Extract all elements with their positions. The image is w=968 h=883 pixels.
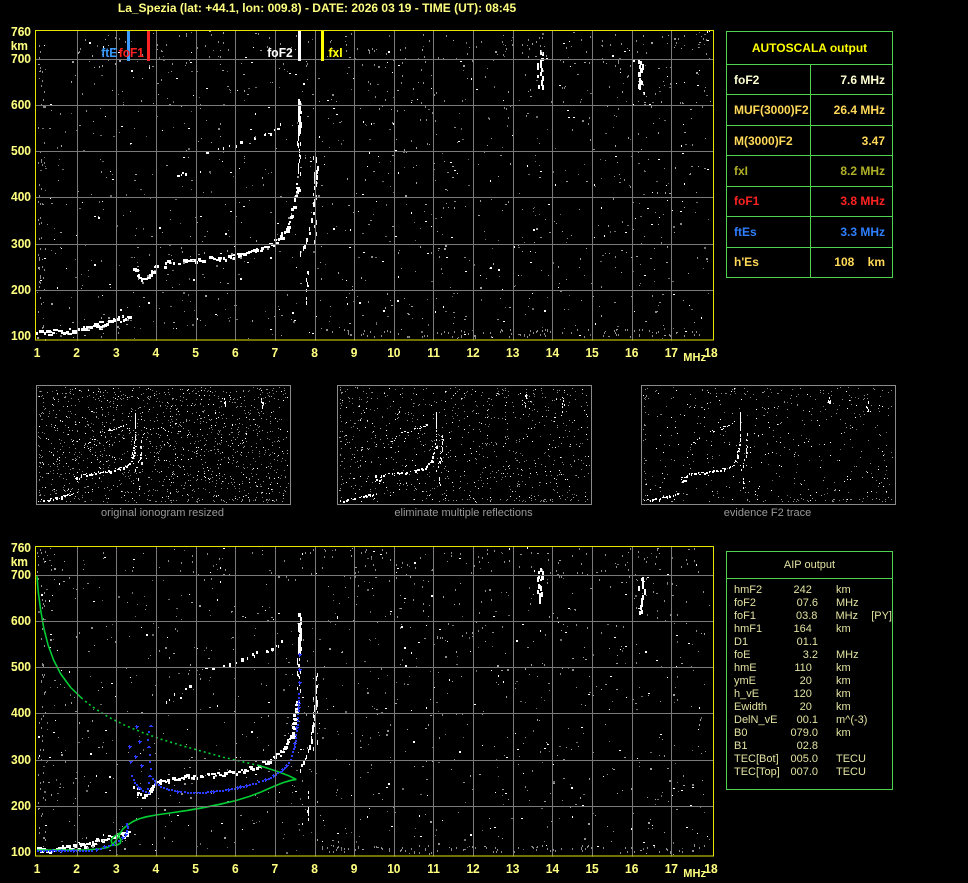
aip-row: foF2 07.6 MHz bbox=[734, 597, 892, 610]
autoscala-row: M(3000)F2 3.47 bbox=[727, 125, 892, 157]
autoscala-output-panel: AUTOSCALA output foF2 7.6 MHz MUF(3000)F2 2… bbox=[726, 31, 893, 278]
station-title: La_Spezia (lat: +44.1, lon: 009.8) - DAT… bbox=[117, 1, 517, 15]
profile-ionogram-canvas bbox=[0, 540, 730, 883]
aip-param: DelN_vE bbox=[734, 714, 778, 726]
aip-unit: km bbox=[836, 623, 851, 635]
aip-row: hmE 110 km bbox=[734, 662, 892, 675]
aip-param: hmF2 bbox=[734, 584, 763, 596]
autoscala-value: 8.2 MHz bbox=[840, 163, 885, 178]
autoscala-param: fxI bbox=[727, 156, 811, 186]
aip-param: D1 bbox=[734, 636, 749, 648]
thumbnail-caption: eliminate multiple reflections bbox=[394, 507, 533, 519]
aip-row: foF1 03.8 MHz [PY] bbox=[734, 610, 892, 623]
aip-unit: km bbox=[836, 662, 851, 674]
autoscala-row: h'Es 108 km bbox=[727, 247, 892, 277]
autoscala-row: fxI 8.2 MHz bbox=[727, 156, 892, 187]
autoscala-param: ftEs bbox=[727, 217, 811, 247]
aip-row: DelN_vE 00.1 m^(-3) bbox=[734, 714, 892, 727]
aip-val: 3.2 bbox=[802, 649, 818, 661]
autoscala-value: 108 km bbox=[834, 255, 885, 270]
thumbnail-caption: original ionogram resized bbox=[101, 507, 224, 519]
autoscala-row: MUF(3000)F2 26.4 MHz bbox=[727, 95, 892, 126]
aip-unit bbox=[836, 740, 872, 753]
aip-rows: hmF2 242 km foF2 07.6 MHz foF1 03.8 MHz [PY] hmF1… bbox=[727, 579, 892, 789]
aip-row: B1 02.8 bbox=[734, 740, 892, 753]
aip-unit: km bbox=[836, 675, 851, 687]
aip-param: Ewidth bbox=[734, 701, 768, 713]
aip-param: B0 bbox=[734, 727, 748, 739]
aip-unit bbox=[836, 636, 872, 649]
aip-row: TEC[Bot] 005.0 TECU bbox=[734, 753, 892, 766]
aip-param: h_vE bbox=[734, 688, 760, 700]
aip-param: ymE bbox=[734, 675, 756, 687]
aip-row: D1 01.1 bbox=[734, 636, 892, 649]
aip-unit: MHz bbox=[836, 597, 859, 609]
autoscala-value: 3.47 bbox=[861, 133, 885, 148]
aip-param: hmF1 bbox=[734, 623, 763, 635]
aip-output-panel: AIP output hmF2 242 km foF2 07.6 MHz foF1 03.8… bbox=[726, 551, 893, 790]
aip-row: B0 079.0 km bbox=[734, 727, 892, 740]
aip-val: 03.8 bbox=[796, 610, 818, 622]
thumbnail-original-ionogram bbox=[36, 385, 291, 505]
autoscala-header: AUTOSCALA output bbox=[727, 32, 892, 65]
aip-row: ymE 20 km bbox=[734, 675, 892, 688]
autoscala-value: 7.6 MHz bbox=[840, 72, 885, 87]
aip-param: hmE bbox=[734, 662, 757, 674]
aip-val: 01.1 bbox=[796, 636, 818, 648]
aip-row: TEC[Top] 007.0 TECU bbox=[734, 766, 892, 779]
aip-row: hmF2 242 km bbox=[734, 584, 892, 597]
aip-param: TEC[Bot] bbox=[734, 753, 779, 765]
aip-note: [PY] bbox=[871, 610, 892, 622]
aip-val: 007.0 bbox=[790, 766, 818, 778]
aip-unit: km bbox=[836, 584, 851, 596]
aip-val: 07.6 bbox=[796, 597, 818, 609]
aip-unit: km bbox=[836, 688, 851, 700]
aip-row: Ewidth 20 km bbox=[734, 701, 892, 714]
aip-unit: MHz bbox=[836, 649, 859, 661]
aip-param: foE bbox=[734, 649, 751, 661]
autoscala-row: ftEs 3.3 MHz bbox=[727, 217, 892, 248]
aip-unit: TECU bbox=[836, 753, 866, 765]
thumbnail-eliminate-reflections bbox=[337, 385, 592, 505]
aip-val: 120 bbox=[793, 688, 818, 700]
autoscala-rows: foF2 7.6 MHz MUF(3000)F2 26.4 MHz M(3000)F2 3… bbox=[727, 65, 892, 277]
aip-param: TEC[Top] bbox=[734, 766, 780, 778]
autoscala-value: 3.3 MHz bbox=[840, 224, 885, 239]
aip-val: 110 bbox=[794, 662, 818, 674]
autoscala-value: 3.8 MHz bbox=[840, 194, 885, 209]
aip-unit: km bbox=[836, 701, 851, 713]
autoscala-value: 26.4 MHz bbox=[833, 103, 885, 118]
autoscala-row: foF1 3.8 MHz bbox=[727, 186, 892, 218]
aip-row: h_vE 120 km bbox=[734, 688, 892, 701]
aip-val: 164 bbox=[793, 623, 818, 635]
aip-unit: km bbox=[836, 727, 851, 739]
autoscala-param: M(3000)F2 bbox=[727, 125, 811, 156]
aip-val: 079.0 bbox=[790, 727, 818, 739]
aip-unit: TECU bbox=[836, 766, 866, 778]
autoscala-row: foF2 7.6 MHz bbox=[727, 65, 892, 96]
aip-val: 242 bbox=[793, 584, 818, 596]
aip-unit: m^(-3) bbox=[836, 714, 868, 726]
aip-val: 02.8 bbox=[796, 740, 818, 752]
aip-param: B1 bbox=[734, 740, 748, 752]
autoscala-param: foF1 bbox=[727, 186, 811, 217]
aip-row: hmF1 164 km bbox=[734, 623, 892, 636]
aip-row: foE 3.2 MHz bbox=[734, 649, 892, 662]
aip-val: 20 bbox=[799, 701, 818, 713]
autoscala-param: foF2 bbox=[727, 65, 811, 95]
aip-param: foF2 bbox=[734, 597, 757, 609]
aip-header: AIP output bbox=[727, 552, 892, 579]
aip-val: 20 bbox=[799, 675, 818, 687]
aip-param: foF1 bbox=[734, 610, 757, 622]
aip-val: 005.0 bbox=[790, 753, 818, 765]
autoscala-param: h'Es bbox=[727, 247, 811, 277]
aip-val: 00.1 bbox=[796, 714, 818, 726]
thumbnail-evidence-f2-trace bbox=[641, 385, 896, 505]
autoscala-param: MUF(3000)F2 bbox=[727, 95, 811, 125]
thumbnail-caption: evidence F2 trace bbox=[723, 507, 812, 519]
aip-unit: MHz bbox=[835, 610, 859, 622]
scaled-ionogram-canvas bbox=[0, 24, 730, 370]
